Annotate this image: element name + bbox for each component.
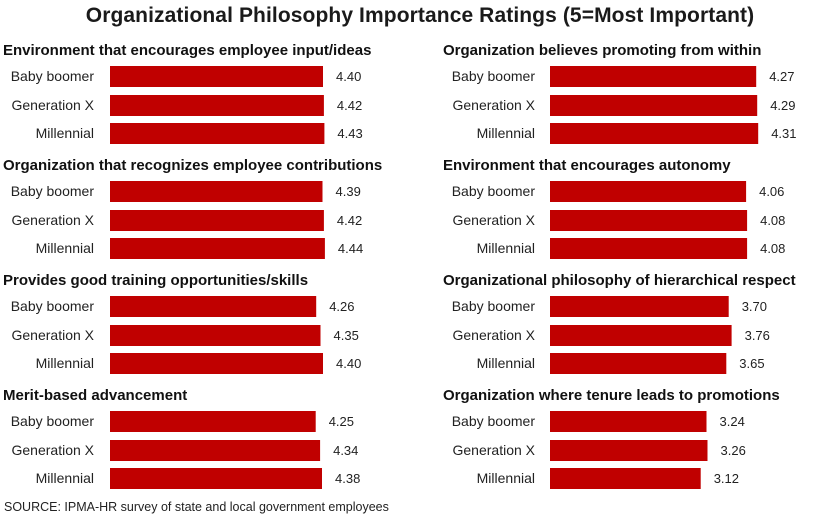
chart-title: Provides good training opportunities/ski… [3,272,308,289]
category-label: Millennial [36,125,94,141]
data-label: 4.42 [337,213,362,228]
category-label: Baby boomer [452,298,536,314]
bar [550,95,758,116]
data-label: 4.34 [333,443,358,458]
data-label: 4.08 [760,213,785,228]
category-label: Generation X [453,327,536,343]
bar [550,440,708,461]
category-label: Generation X [12,212,95,228]
data-label: 4.43 [337,126,362,141]
data-label: 3.76 [745,328,770,343]
data-label: 3.70 [742,299,767,314]
data-label: 4.42 [337,98,362,113]
category-label: Generation X [12,442,95,458]
category-label: Generation X [12,327,95,343]
data-label: 4.44 [338,241,363,256]
bar [110,95,324,116]
bar [550,353,727,374]
category-label: Millennial [36,240,94,256]
data-label: 4.27 [769,69,794,84]
page-title: Organizational Philosophy Importance Rat… [85,4,755,27]
category-label: Millennial [36,470,94,486]
category-label: Baby boomer [11,183,95,199]
bar [550,181,747,202]
category-label: Millennial [36,355,94,371]
data-label: 4.40 [336,356,361,371]
bar [550,210,748,231]
chart-panel-5: Organization believes promoting from wit… [443,42,797,144]
data-label: 4.31 [771,126,796,141]
bar [550,468,701,489]
category-label: Baby boomer [452,68,536,84]
bar [110,468,322,489]
category-label: Baby boomer [452,183,536,199]
bar [550,238,748,259]
data-label: 4.40 [336,69,361,84]
data-label: 3.24 [720,414,745,429]
bar [550,296,729,317]
chart-panel-2: Organization that recognizes employee co… [3,157,382,259]
data-label: 4.39 [336,184,361,199]
data-label: 4.08 [760,241,785,256]
chart-title: Organization where tenure leads to promo… [443,387,780,404]
category-label: Millennial [477,470,535,486]
chart-panel-3: Provides good training opportunities/ski… [3,272,361,374]
category-label: Baby boomer [452,413,536,429]
chart-title: Environment that encourages autonomy [443,157,731,174]
bar [550,66,757,87]
data-label: 4.26 [329,299,354,314]
bar [110,440,321,461]
category-label: Baby boomer [11,413,95,429]
category-label: Generation X [453,212,536,228]
bar [550,325,732,346]
data-label: 3.12 [714,471,739,486]
chart-title: Environment that encourages employee inp… [3,42,371,59]
data-label: 4.06 [759,184,784,199]
category-label: Baby boomer [11,298,95,314]
chart-title: Organizational philosophy of hierarchica… [443,272,796,289]
chart-panel-8: Organization where tenure leads to promo… [443,387,780,489]
bar [110,123,325,144]
bar [110,411,316,432]
data-label: 4.38 [335,471,360,486]
category-label: Generation X [453,97,536,113]
bar [110,210,324,231]
chart-title: Organization believes promoting from wit… [443,42,761,59]
bar [110,353,323,374]
category-label: Millennial [477,125,535,141]
data-label: 3.65 [739,356,764,371]
bar [110,181,323,202]
category-label: Millennial [477,355,535,371]
bar [110,296,317,317]
bar [110,238,325,259]
chart-title: Organization that recognizes employee co… [3,157,382,174]
chart-panel-4: Merit-based advancement Baby boomer 4.25 Ge… [3,387,360,489]
category-label: Baby boomer [11,68,95,84]
source-note: SOURCE: IPMA-HR survey of state and loca… [4,500,389,514]
chart-panel-6: Environment that encourages autonomy Baby… [443,157,785,259]
data-label: 4.35 [334,328,359,343]
bar [550,411,707,432]
bar [110,325,321,346]
bar [550,123,759,144]
bar [110,66,323,87]
category-label: Millennial [477,240,535,256]
chart-panel-1: Environment that encourages employee inp… [3,42,371,144]
data-label: 4.29 [770,98,795,113]
category-label: Generation X [453,442,536,458]
data-label: 4.25 [329,414,354,429]
chart-title: Merit-based advancement [3,387,187,404]
chart-panel-7: Organizational philosophy of hierarchica… [443,272,796,374]
category-label: Generation X [12,97,95,113]
data-label: 3.26 [721,443,746,458]
